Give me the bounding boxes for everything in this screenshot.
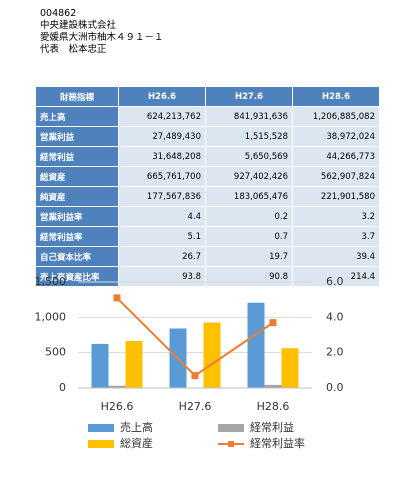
cell: 27,489,430 <box>118 126 206 147</box>
legend-swatch <box>88 424 114 432</box>
code: 004862 <box>40 8 77 19</box>
header-row: 財務指標 H26.6 H27.6 H28.6 <box>35 86 380 107</box>
table-row: 自己資本比率 26.7 19.7 39.4 <box>35 246 380 267</box>
y-tick-label: 1,500 <box>35 275 67 288</box>
cell: 19.7 <box>205 246 293 267</box>
row-header: 営業利益率 <box>35 206 119 227</box>
x-tick-label: H27.6 <box>179 400 212 413</box>
company: 中央建設株式会社 <box>40 20 117 31</box>
y-tick-label: 500 <box>45 346 66 359</box>
cell: 0.2 <box>205 206 293 227</box>
table-row: 営業利益 27,489,430 1,515,528 38,972,024 <box>35 126 380 147</box>
table-row: 総資産 665,761,700 927,402,426 562,907,824 <box>35 166 380 187</box>
cell: 665,761,700 <box>118 166 206 187</box>
bar <box>108 385 126 388</box>
cell: 3.2 <box>292 206 380 227</box>
y2-tick-label: 2.0 <box>326 346 344 359</box>
column-header: 財務指標 <box>35 86 119 107</box>
cell: 0.7 <box>205 226 293 247</box>
cell: 3.7 <box>292 226 380 247</box>
y2-tick-label: 0.0 <box>326 381 344 394</box>
line-marker <box>269 319 277 327</box>
cell: 31,648,208 <box>118 146 206 167</box>
cell: 26.7 <box>118 246 206 267</box>
row-header: 自己資本比率 <box>35 246 119 267</box>
table-row: 経常利益率 5.1 0.7 3.7 <box>35 226 380 247</box>
cell: 214.4 <box>292 266 380 287</box>
x-tick-label: H28.6 <box>257 400 290 413</box>
table-row: 営業利益率 4.4 0.2 3.2 <box>35 206 380 227</box>
table-row: 経常利益 31,648,208 5,650,569 44,266,773 <box>35 146 380 167</box>
legend-swatch <box>218 424 244 432</box>
legend-label: 売上高 <box>120 420 153 434</box>
bar <box>264 384 282 388</box>
row-header: 純資産 <box>35 186 119 207</box>
column-header: H26.6 <box>118 86 206 107</box>
row-header: 経常利益率 <box>35 226 119 247</box>
bar <box>91 343 109 388</box>
bar <box>247 302 265 388</box>
bar <box>203 322 221 388</box>
chart: 0 500 1,000 1,500 0.0 2.0 4.0 6.0 H26.6 H27.6 H28.… <box>35 275 344 450</box>
cell: 562,907,824 <box>292 166 380 187</box>
column-header: H27.6 <box>205 86 293 107</box>
header: 004862 中央建設株式会社 愛媛県大洲市柚木４９１－１ 代表 松本忠正 <box>40 8 164 56</box>
legend-label: 総資産 <box>120 436 153 450</box>
row-header: 売上高 <box>35 106 119 127</box>
cell: 5.1 <box>118 226 206 247</box>
line-marker <box>191 372 199 380</box>
cell: 1,206,885,082 <box>292 106 380 127</box>
cell: 39.4 <box>292 246 380 267</box>
legend-swatch <box>88 440 114 448</box>
cell: 841,931,636 <box>205 106 293 127</box>
cell: 177,567,836 <box>118 186 206 207</box>
row-header: 総資産 <box>35 166 119 187</box>
column-header: H28.6 <box>292 86 380 107</box>
cell: 1,515,528 <box>205 126 293 147</box>
legend-marker <box>228 441 234 447</box>
table-row: 売上高 624,213,762 841,931,636 1,206,885,082 <box>35 106 380 127</box>
cell: 5,650,569 <box>205 146 293 167</box>
y2-tick-label: 6.0 <box>326 275 344 288</box>
bar <box>125 340 143 388</box>
table-row: 純資産 177,567,836 183,065,476 221,901,580 <box>35 186 380 207</box>
legend-label: 経常利益率 <box>250 436 305 450</box>
cell: 183,065,476 <box>205 186 293 207</box>
cell: 221,901,580 <box>292 186 380 207</box>
row-header: 営業利益 <box>35 126 119 147</box>
line-marker <box>113 294 121 302</box>
y-tick-label: 1,000 <box>35 310 67 323</box>
x-tick-label: H26.6 <box>101 400 134 413</box>
y2-tick-label: 4.0 <box>326 310 344 323</box>
bar <box>281 348 299 388</box>
cell: 624,213,762 <box>118 106 206 127</box>
financial-table: 財務指標 H26.6 H27.6 H28.6 売上高 624,213,762 841,931… <box>35 86 380 287</box>
row-header: 経常利益 <box>35 146 119 167</box>
cell: 38,972,024 <box>292 126 380 147</box>
y-tick-label: 0 <box>59 381 66 394</box>
cell: 44,266,773 <box>292 146 380 167</box>
legend-label: 経常利益 <box>250 420 294 434</box>
cell: 927,402,426 <box>205 166 293 187</box>
address: 愛媛県大洲市柚木４９１－１ <box>40 32 164 43</box>
representative: 代表 松本忠正 <box>40 44 107 55</box>
cell: 4.4 <box>118 206 206 227</box>
